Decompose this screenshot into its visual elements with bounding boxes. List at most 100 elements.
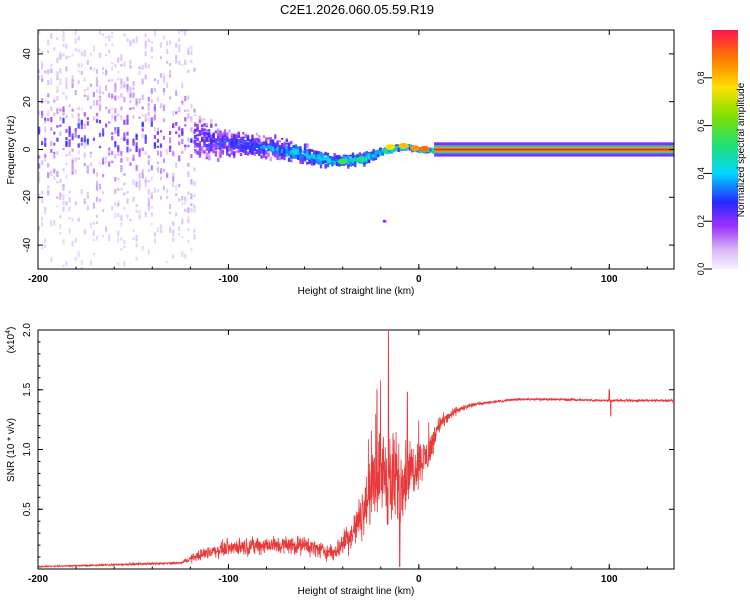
spectrogram-cell [181,236,184,239]
snr-panel: -200 -100 0 100 0.5 1.0 1.5 2.0 Height of stra… [5,323,675,597]
spectrogram-cell [65,141,68,147]
spectrogram-cell [187,144,190,148]
spectrogram-cell [68,142,71,147]
spectrogram-cell [184,95,187,102]
spectrogram-cell [80,189,83,195]
spectrogram-cell [287,157,291,162]
spectrogram-cell [367,153,371,157]
spectrogram-cell [71,108,74,112]
spectrogram-cell [114,189,117,194]
spectrogram-cell [74,38,77,44]
spectrogram-cell [175,58,178,64]
spectrogram-cell [285,139,288,142]
spectrogram-cell [253,139,256,142]
spectrogram-cell [181,218,184,224]
spectrogram-cell [178,44,181,48]
spectrogram-cell [68,197,71,203]
spectrogram-cell [50,106,53,111]
spectrogram-cell [271,146,275,152]
spectrogram-cell [144,179,147,183]
spectrogram-cell [388,149,391,154]
spectrogram-cell [260,145,263,149]
spectrogram-cell [212,133,215,137]
spectrogram-cell [181,82,184,89]
spectrogram-cell [108,79,111,82]
spectrogram-cell [95,196,99,202]
spectrogram-cell [253,151,256,156]
spectrogram-cell [108,149,111,153]
spectrogram-cell [47,69,50,75]
spectrogram-cell [56,125,59,128]
spectrogram-cell [198,129,202,135]
spectrogram-cell [111,35,114,38]
spectrogram-cell [114,115,117,121]
spectrogram-cell [59,232,62,235]
spectrogram-cell [111,43,114,47]
spectrogram-cell [207,130,211,135]
spectrogram-cell [126,38,129,42]
spectrogram-cell [117,188,120,191]
spectrogram-cell [255,145,259,148]
spectrogram-cell [235,135,238,139]
spectrogram-cell [184,208,187,213]
spectrogram-cell [80,260,83,265]
spectrogram-cell [166,48,169,54]
spectrogram-cell [251,143,254,149]
spectrogram-cell [203,118,206,121]
spectrogram-cell [132,143,135,146]
spectrogram-cell [175,54,178,61]
spectrogram-cell [83,112,86,117]
colorbar-tick-label: 0.0 [696,263,706,276]
spectrogram-cell [114,176,117,182]
spectrogram-cell [228,140,231,145]
spectrogram-cell [194,150,197,154]
spectrogram-cell [301,156,304,161]
spectrogram-cell [290,140,293,145]
spectrogram-cell [267,145,270,150]
spectrogram-cell [129,218,132,222]
spectrogram-cell [205,122,208,126]
spectrogram-cell [244,146,247,151]
spectrogram-cell [56,196,59,200]
spectrogram-cell [326,163,330,168]
spectrogram-cell [108,49,111,54]
spectrogram-cell [150,191,153,196]
spectrogram-cell [237,131,240,137]
spectrogram-cell [196,152,199,155]
spectrogram-cell [184,144,187,149]
spectrogram-cell [274,142,277,146]
spectrogram-cell [92,91,95,97]
spectrogram-cell [349,154,352,157]
spectrogram-cell [150,121,153,127]
spectrogram-cell [184,59,187,65]
spectrogram-cell [41,64,44,70]
snr-frame [37,329,675,570]
spectrogram-cell [95,180,99,183]
spectrogram-cell [123,182,126,186]
spectrogram-cell [169,70,172,76]
spectrogram-cell [77,79,80,85]
spectrogram-cell [114,212,117,219]
spectrogram-cell [144,151,147,156]
spectrogram-cell [172,172,175,178]
spectrogram-cell [285,151,288,157]
spectrogram-cell [258,139,261,142]
spectrogram-cell [59,54,62,60]
spectrogram-cell [41,246,44,250]
spectrogram-cell [102,91,105,95]
spectrogram-cell [41,197,44,204]
spectrogram-cell [239,139,243,144]
spectrogram-cell [194,135,197,138]
spectrogram-cell [255,149,259,154]
spectrogram-cell [86,204,89,209]
spectrogram-cell [83,152,86,159]
snr-x-tick-label: 100 [601,574,618,585]
spectrogram-cell [83,89,86,92]
spectrogram-cell [47,110,50,116]
snr-y-scale-exponent: 4 [5,330,12,334]
spectrogram-cell [226,145,229,150]
spectrogram-cell [95,69,99,74]
spectrogram-cell [111,31,114,34]
spectrogram-cell [62,53,65,57]
spectrogram-cell [205,144,208,148]
